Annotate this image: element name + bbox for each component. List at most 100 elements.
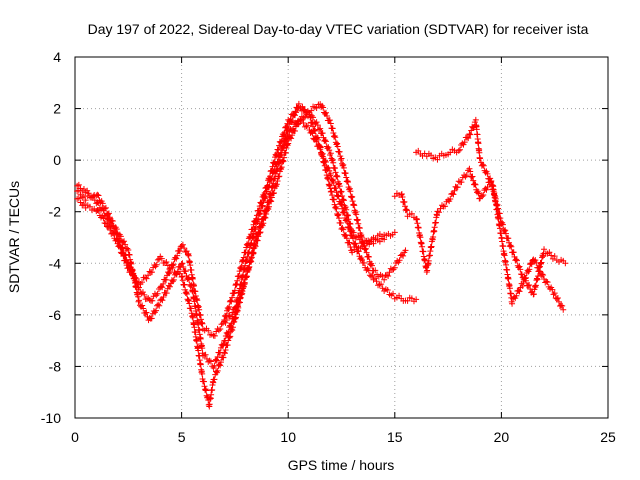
data-point bbox=[533, 259, 540, 266]
data-point bbox=[428, 152, 435, 159]
data-point bbox=[470, 177, 477, 184]
data-point bbox=[358, 234, 365, 241]
data-point bbox=[180, 264, 187, 271]
data-point bbox=[101, 205, 108, 212]
data-point bbox=[229, 327, 236, 334]
data-point bbox=[233, 281, 240, 288]
data-point bbox=[148, 315, 155, 322]
data-point bbox=[401, 198, 408, 205]
data-point bbox=[362, 245, 369, 252]
data-point bbox=[164, 262, 171, 269]
data-point bbox=[106, 214, 113, 221]
data-point bbox=[283, 124, 290, 131]
data-point bbox=[263, 210, 270, 217]
data-point bbox=[471, 181, 478, 188]
data-point bbox=[378, 281, 385, 288]
data-point bbox=[340, 164, 347, 171]
data-point bbox=[434, 156, 441, 163]
data-point bbox=[365, 253, 372, 260]
data-point bbox=[354, 216, 361, 223]
data-point bbox=[253, 215, 260, 222]
data-point bbox=[202, 386, 209, 393]
data-point bbox=[125, 265, 132, 272]
x-tick-label: 0 bbox=[71, 429, 79, 445]
data-point bbox=[477, 155, 484, 162]
data-point bbox=[356, 224, 363, 231]
data-point bbox=[183, 291, 190, 298]
data-point bbox=[361, 242, 368, 249]
data-point bbox=[484, 183, 491, 190]
data-point bbox=[82, 197, 89, 204]
data-point bbox=[546, 249, 553, 256]
data-point bbox=[337, 220, 344, 227]
data-point bbox=[250, 250, 257, 257]
data-point bbox=[75, 195, 82, 202]
data-point bbox=[381, 276, 388, 283]
data-point bbox=[321, 158, 328, 165]
data-point bbox=[338, 155, 345, 162]
data-point bbox=[156, 302, 163, 309]
data-point bbox=[273, 167, 280, 174]
data-points bbox=[74, 100, 569, 410]
data-point bbox=[261, 190, 268, 197]
data-point bbox=[531, 283, 538, 290]
data-point bbox=[534, 273, 541, 280]
data-point bbox=[344, 212, 351, 219]
data-point bbox=[113, 226, 120, 233]
data-point bbox=[368, 262, 375, 269]
data-point bbox=[313, 135, 320, 142]
data-point bbox=[451, 187, 458, 194]
data-point bbox=[237, 264, 244, 271]
data-point bbox=[222, 337, 229, 344]
data-point bbox=[75, 187, 82, 194]
data-point bbox=[159, 284, 166, 291]
data-point bbox=[205, 327, 212, 334]
data-point bbox=[346, 220, 353, 227]
axis-ticks bbox=[74, 56, 609, 419]
data-point bbox=[480, 192, 487, 199]
data-point bbox=[535, 264, 542, 271]
data-point bbox=[428, 243, 435, 250]
data-point bbox=[554, 295, 561, 302]
data-point bbox=[447, 195, 454, 202]
data-point bbox=[307, 114, 314, 121]
data-point bbox=[323, 167, 330, 174]
data-point bbox=[163, 290, 170, 297]
data-point bbox=[400, 252, 407, 259]
data-point bbox=[516, 263, 523, 270]
data-point bbox=[247, 231, 254, 238]
data-point bbox=[342, 170, 349, 177]
data-point bbox=[143, 309, 150, 316]
data-point bbox=[346, 239, 353, 246]
data-point bbox=[176, 248, 183, 255]
data-point bbox=[139, 279, 146, 286]
data-point bbox=[337, 189, 344, 196]
data-point bbox=[256, 207, 263, 214]
data-point bbox=[282, 123, 289, 130]
data-point bbox=[282, 136, 289, 143]
data-point bbox=[235, 298, 242, 305]
data-point bbox=[279, 143, 286, 150]
data-point bbox=[398, 190, 405, 197]
series-track-5 bbox=[391, 165, 569, 298]
data-point bbox=[174, 268, 181, 275]
data-point bbox=[263, 183, 270, 190]
data-point bbox=[243, 273, 250, 280]
data-point bbox=[311, 127, 318, 134]
data-point bbox=[340, 197, 347, 204]
data-point bbox=[329, 156, 336, 163]
data-point bbox=[217, 325, 224, 332]
data-point bbox=[357, 233, 364, 240]
data-point bbox=[256, 229, 263, 236]
data-point bbox=[333, 205, 340, 212]
data-point bbox=[386, 269, 393, 276]
data-point bbox=[322, 109, 329, 116]
data-point bbox=[332, 134, 339, 141]
data-point bbox=[342, 204, 349, 211]
data-point bbox=[483, 168, 490, 175]
data-point bbox=[182, 290, 189, 297]
data-point bbox=[495, 215, 502, 222]
data-point bbox=[295, 120, 302, 127]
data-point bbox=[352, 209, 359, 216]
data-point bbox=[227, 323, 234, 330]
